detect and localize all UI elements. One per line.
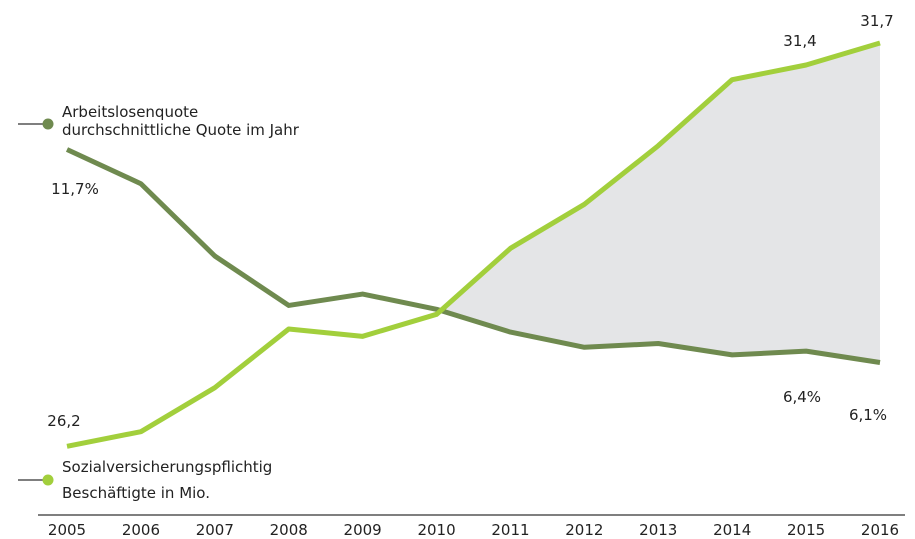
x-tick-label: 2010 [417, 521, 455, 539]
legend-label: Sozialversicherungspflichtig [62, 458, 272, 476]
legend-dot [42, 118, 54, 130]
x-tick-label: 2016 [861, 521, 899, 539]
x-tick-label: 2013 [639, 521, 677, 539]
value-label: 26,2 [47, 412, 80, 430]
x-tick-label: 2007 [196, 521, 234, 539]
line [66, 40, 881, 449]
value-label: 31,4 [783, 32, 816, 50]
x-tick-label: 2006 [122, 521, 160, 539]
legend-label: Arbeitslosenquote [62, 103, 198, 121]
x-tick-label: 2012 [565, 521, 603, 539]
legend-note: Beschäftigte in Mio. [62, 484, 210, 502]
x-tick-label: 2014 [713, 521, 751, 539]
value-label: 6,4% [783, 388, 821, 406]
value-label: 11,7% [51, 180, 99, 198]
x-tick-label: 2008 [270, 521, 308, 539]
gap-area [436, 43, 880, 363]
line [65, 147, 881, 365]
x-tick-label: 2005 [48, 521, 86, 539]
legend-dot [42, 474, 54, 486]
x-tick-label: 2015 [787, 521, 825, 539]
x-tick-label: 2009 [344, 521, 382, 539]
legend-note: durchschnittliche Quote im Jahr [62, 121, 300, 139]
value-label: 31,7 [860, 12, 893, 30]
x-tick-label: 2011 [491, 521, 529, 539]
value-label: 6,1% [849, 406, 887, 424]
